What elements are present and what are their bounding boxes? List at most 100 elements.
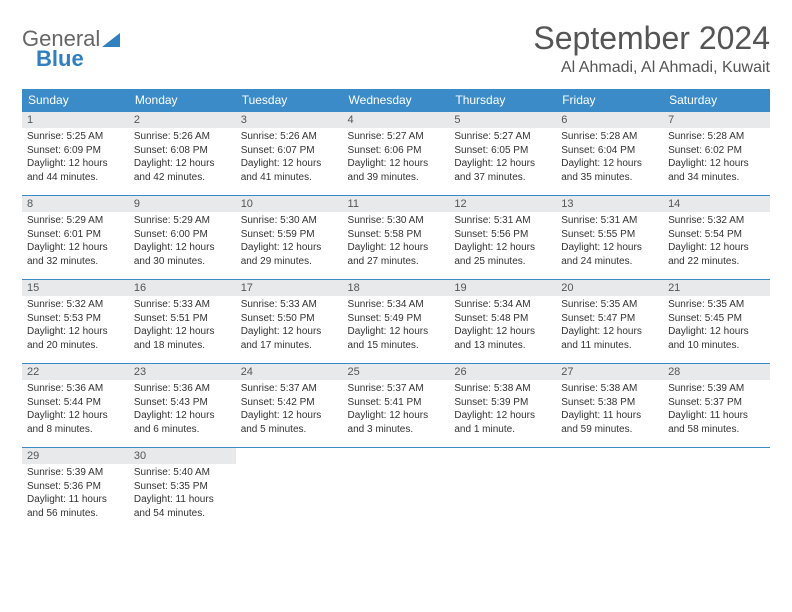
day-details: Sunrise: 5:39 AMSunset: 5:37 PMDaylight:… (663, 380, 770, 440)
daylight-text: Daylight: 12 hours and 41 minutes. (241, 157, 338, 184)
daylight-text: Daylight: 12 hours and 18 minutes. (134, 325, 231, 352)
brand-part2: Blue (36, 46, 84, 71)
day-number: 11 (343, 196, 450, 212)
day-number: 15 (22, 280, 129, 296)
day-details: Sunrise: 5:31 AMSunset: 5:56 PMDaylight:… (449, 212, 556, 272)
calendar-day-cell (556, 448, 663, 532)
daylight-text: Daylight: 12 hours and 32 minutes. (27, 241, 124, 268)
sunrise-text: Sunrise: 5:34 AM (454, 298, 551, 312)
sunset-text: Sunset: 6:01 PM (27, 228, 124, 242)
calendar-day-cell: 1Sunrise: 5:25 AMSunset: 6:09 PMDaylight… (22, 112, 129, 196)
day-details: Sunrise: 5:35 AMSunset: 5:45 PMDaylight:… (663, 296, 770, 356)
day-details: Sunrise: 5:39 AMSunset: 5:36 PMDaylight:… (22, 464, 129, 524)
calendar-day-cell: 14Sunrise: 5:32 AMSunset: 5:54 PMDayligh… (663, 196, 770, 280)
daylight-text: Daylight: 11 hours and 58 minutes. (668, 409, 765, 436)
sunrise-text: Sunrise: 5:39 AM (668, 382, 765, 396)
day-number: 9 (129, 196, 236, 212)
calendar-day-cell: 2Sunrise: 5:26 AMSunset: 6:08 PMDaylight… (129, 112, 236, 196)
day-details: Sunrise: 5:37 AMSunset: 5:42 PMDaylight:… (236, 380, 343, 440)
calendar-day-cell: 21Sunrise: 5:35 AMSunset: 5:45 PMDayligh… (663, 280, 770, 364)
sunrise-text: Sunrise: 5:31 AM (561, 214, 658, 228)
day-details: Sunrise: 5:29 AMSunset: 6:00 PMDaylight:… (129, 212, 236, 272)
day-number: 1 (22, 112, 129, 128)
brand-triangle-icon (102, 31, 120, 47)
sunset-text: Sunset: 5:41 PM (348, 396, 445, 410)
daylight-text: Daylight: 12 hours and 39 minutes. (348, 157, 445, 184)
day-details: Sunrise: 5:34 AMSunset: 5:48 PMDaylight:… (449, 296, 556, 356)
day-details: Sunrise: 5:28 AMSunset: 6:02 PMDaylight:… (663, 128, 770, 188)
sunset-text: Sunset: 5:43 PM (134, 396, 231, 410)
calendar-day-cell: 5Sunrise: 5:27 AMSunset: 6:05 PMDaylight… (449, 112, 556, 196)
calendar-week-row: 29Sunrise: 5:39 AMSunset: 5:36 PMDayligh… (22, 448, 770, 532)
day-details: Sunrise: 5:30 AMSunset: 5:58 PMDaylight:… (343, 212, 450, 272)
sunset-text: Sunset: 6:04 PM (561, 144, 658, 158)
sunset-text: Sunset: 5:54 PM (668, 228, 765, 242)
day-details: Sunrise: 5:26 AMSunset: 6:08 PMDaylight:… (129, 128, 236, 188)
calendar-day-cell: 17Sunrise: 5:33 AMSunset: 5:50 PMDayligh… (236, 280, 343, 364)
weekday-header: Wednesday (343, 89, 450, 112)
sunset-text: Sunset: 5:35 PM (134, 480, 231, 494)
day-details: Sunrise: 5:34 AMSunset: 5:49 PMDaylight:… (343, 296, 450, 356)
sunset-text: Sunset: 6:00 PM (134, 228, 231, 242)
title-block: September 2024 Al Ahmadi, Al Ahmadi, Kuw… (533, 20, 770, 77)
day-number: 3 (236, 112, 343, 128)
daylight-text: Daylight: 12 hours and 1 minute. (454, 409, 551, 436)
sunrise-text: Sunrise: 5:37 AM (348, 382, 445, 396)
sunset-text: Sunset: 5:38 PM (561, 396, 658, 410)
day-details: Sunrise: 5:32 AMSunset: 5:54 PMDaylight:… (663, 212, 770, 272)
location-text: Al Ahmadi, Al Ahmadi, Kuwait (533, 59, 770, 77)
sunset-text: Sunset: 5:45 PM (668, 312, 765, 326)
day-number: 18 (343, 280, 450, 296)
day-details: Sunrise: 5:27 AMSunset: 6:05 PMDaylight:… (449, 128, 556, 188)
sunset-text: Sunset: 6:09 PM (27, 144, 124, 158)
day-number: 2 (129, 112, 236, 128)
daylight-text: Daylight: 12 hours and 11 minutes. (561, 325, 658, 352)
calendar-day-cell (449, 448, 556, 532)
day-details: Sunrise: 5:36 AMSunset: 5:43 PMDaylight:… (129, 380, 236, 440)
calendar-day-cell: 26Sunrise: 5:38 AMSunset: 5:39 PMDayligh… (449, 364, 556, 448)
daylight-text: Daylight: 12 hours and 20 minutes. (27, 325, 124, 352)
day-details: Sunrise: 5:38 AMSunset: 5:38 PMDaylight:… (556, 380, 663, 440)
calendar-day-cell: 6Sunrise: 5:28 AMSunset: 6:04 PMDaylight… (556, 112, 663, 196)
day-details: Sunrise: 5:31 AMSunset: 5:55 PMDaylight:… (556, 212, 663, 272)
sunrise-text: Sunrise: 5:36 AM (27, 382, 124, 396)
sunrise-text: Sunrise: 5:28 AM (561, 130, 658, 144)
sunrise-text: Sunrise: 5:33 AM (134, 298, 231, 312)
sunset-text: Sunset: 6:08 PM (134, 144, 231, 158)
calendar-day-cell (343, 448, 450, 532)
sunset-text: Sunset: 5:49 PM (348, 312, 445, 326)
sunrise-text: Sunrise: 5:36 AM (134, 382, 231, 396)
daylight-text: Daylight: 11 hours and 56 minutes. (27, 493, 124, 520)
sunset-text: Sunset: 6:02 PM (668, 144, 765, 158)
sunset-text: Sunset: 5:36 PM (27, 480, 124, 494)
calendar-day-cell: 28Sunrise: 5:39 AMSunset: 5:37 PMDayligh… (663, 364, 770, 448)
weekday-header: Sunday (22, 89, 129, 112)
daylight-text: Daylight: 12 hours and 13 minutes. (454, 325, 551, 352)
day-number: 24 (236, 364, 343, 380)
sunset-text: Sunset: 5:42 PM (241, 396, 338, 410)
sunrise-text: Sunrise: 5:26 AM (241, 130, 338, 144)
daylight-text: Daylight: 12 hours and 37 minutes. (454, 157, 551, 184)
day-number: 5 (449, 112, 556, 128)
day-details: Sunrise: 5:26 AMSunset: 6:07 PMDaylight:… (236, 128, 343, 188)
sunset-text: Sunset: 5:50 PM (241, 312, 338, 326)
day-number: 12 (449, 196, 556, 212)
daylight-text: Daylight: 12 hours and 44 minutes. (27, 157, 124, 184)
sunset-text: Sunset: 5:39 PM (454, 396, 551, 410)
day-number: 23 (129, 364, 236, 380)
day-details: Sunrise: 5:36 AMSunset: 5:44 PMDaylight:… (22, 380, 129, 440)
calendar-day-cell: 30Sunrise: 5:40 AMSunset: 5:35 PMDayligh… (129, 448, 236, 532)
daylight-text: Daylight: 12 hours and 29 minutes. (241, 241, 338, 268)
sunrise-text: Sunrise: 5:31 AM (454, 214, 551, 228)
sunset-text: Sunset: 6:06 PM (348, 144, 445, 158)
day-details: Sunrise: 5:37 AMSunset: 5:41 PMDaylight:… (343, 380, 450, 440)
sunset-text: Sunset: 5:56 PM (454, 228, 551, 242)
sunrise-text: Sunrise: 5:38 AM (561, 382, 658, 396)
calendar-day-cell: 13Sunrise: 5:31 AMSunset: 5:55 PMDayligh… (556, 196, 663, 280)
day-number: 4 (343, 112, 450, 128)
daylight-text: Daylight: 12 hours and 3 minutes. (348, 409, 445, 436)
day-details: Sunrise: 5:32 AMSunset: 5:53 PMDaylight:… (22, 296, 129, 356)
day-number: 8 (22, 196, 129, 212)
calendar-day-cell: 19Sunrise: 5:34 AMSunset: 5:48 PMDayligh… (449, 280, 556, 364)
daylight-text: Daylight: 12 hours and 15 minutes. (348, 325, 445, 352)
